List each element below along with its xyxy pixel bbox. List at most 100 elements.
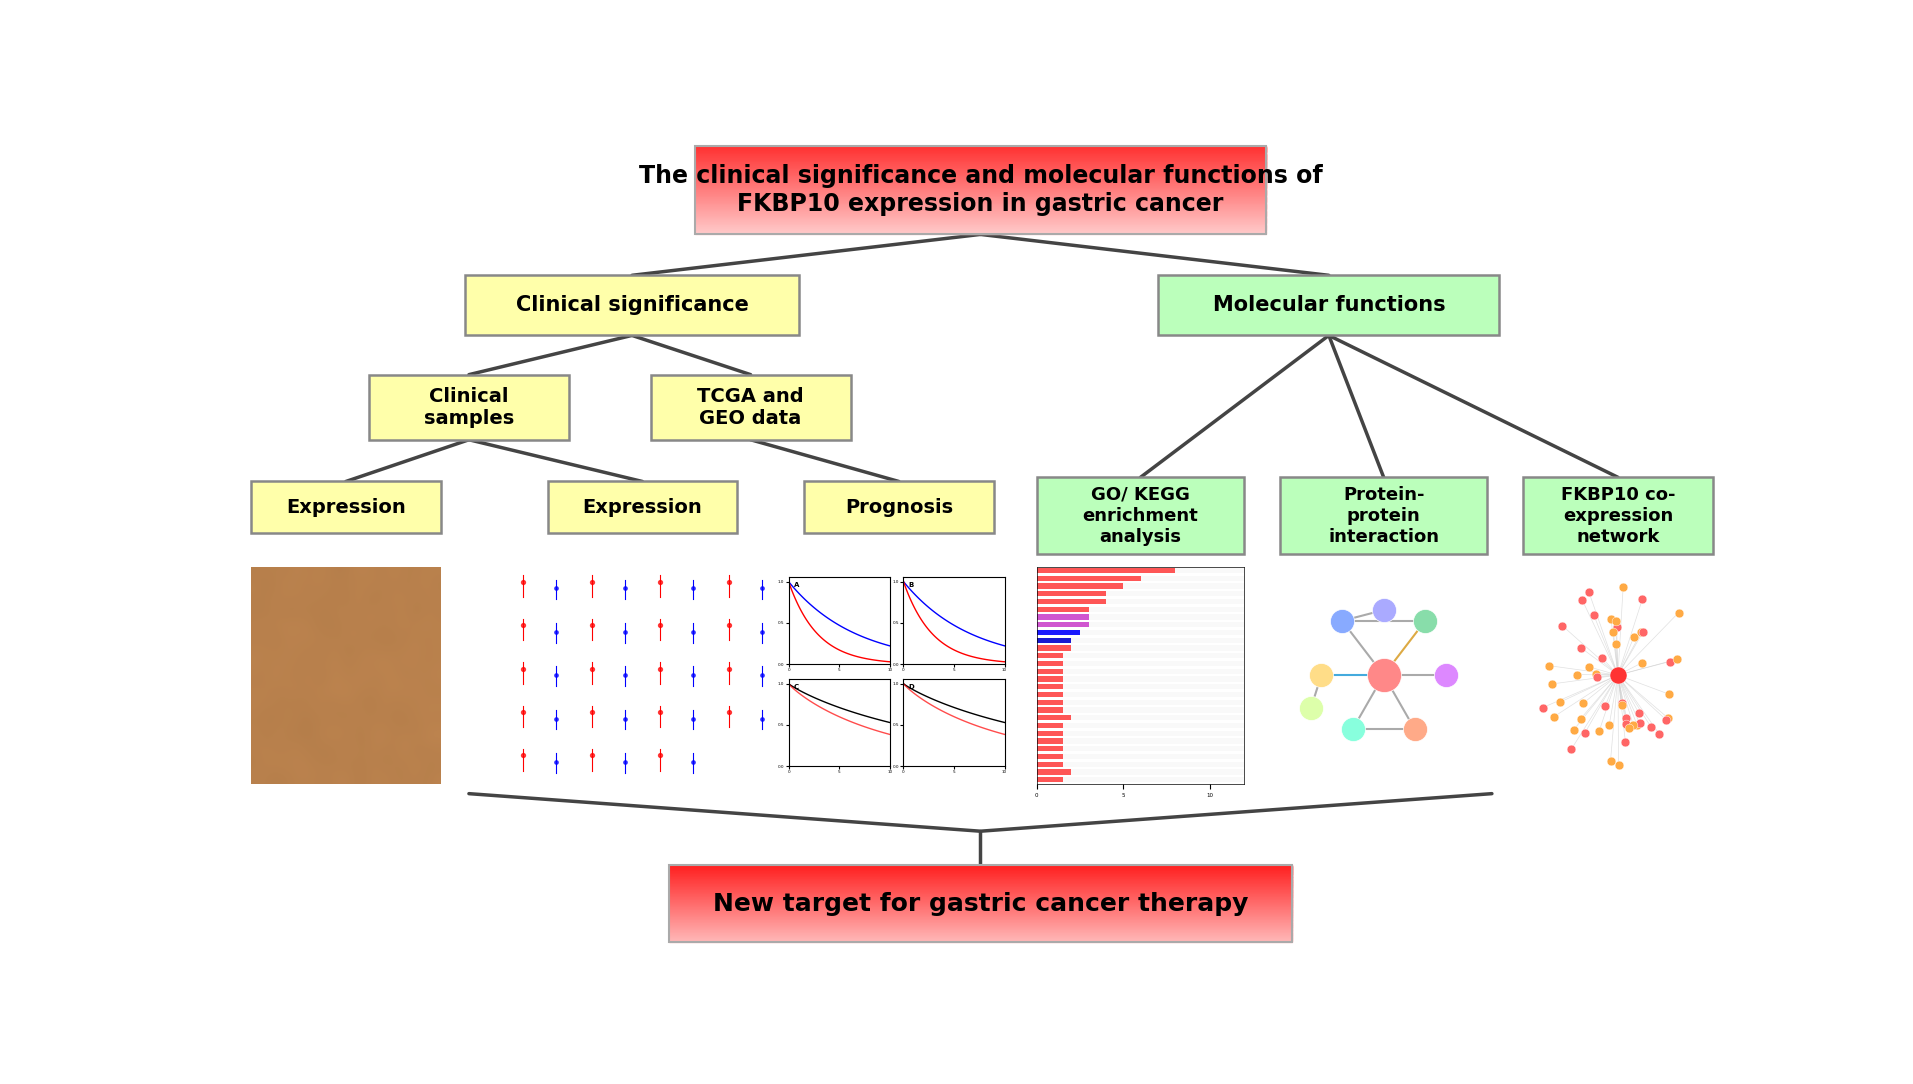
Point bbox=[677, 753, 708, 771]
Bar bbox=[670, 904, 1291, 905]
Bar bbox=[694, 231, 1266, 232]
Point bbox=[1611, 734, 1641, 751]
Bar bbox=[694, 175, 1266, 177]
Bar bbox=[694, 177, 1266, 178]
Bar bbox=[1037, 653, 1064, 658]
Bar bbox=[1037, 777, 1243, 783]
Bar bbox=[670, 896, 1291, 898]
Bar bbox=[694, 190, 1266, 191]
Bar bbox=[670, 868, 1291, 870]
Bar bbox=[670, 906, 1291, 907]
Bar bbox=[670, 867, 1291, 868]
Bar bbox=[1037, 770, 1243, 775]
Point bbox=[1527, 699, 1557, 717]
Bar bbox=[694, 205, 1266, 206]
Bar bbox=[694, 176, 1266, 177]
Bar bbox=[694, 207, 1266, 208]
Point bbox=[1613, 719, 1643, 736]
Point bbox=[1534, 657, 1565, 674]
Bar bbox=[694, 194, 1266, 195]
Point bbox=[1603, 667, 1634, 684]
Bar bbox=[670, 881, 1291, 882]
Point bbox=[1651, 711, 1682, 728]
Bar bbox=[1037, 622, 1088, 628]
Point bbox=[541, 580, 572, 597]
Point bbox=[1400, 721, 1431, 738]
Bar bbox=[694, 196, 1266, 198]
Bar bbox=[670, 888, 1291, 889]
Bar bbox=[670, 909, 1291, 911]
Bar bbox=[694, 203, 1266, 204]
Bar bbox=[670, 870, 1291, 872]
Bar bbox=[694, 162, 1266, 163]
Bar bbox=[670, 891, 1291, 892]
Bar bbox=[1037, 715, 1243, 721]
Point bbox=[1574, 658, 1605, 675]
Bar bbox=[670, 868, 1291, 869]
Point bbox=[507, 660, 538, 678]
Bar bbox=[694, 189, 1266, 190]
Point bbox=[1368, 667, 1398, 684]
Bar bbox=[1037, 661, 1064, 667]
Bar bbox=[694, 223, 1266, 224]
Bar bbox=[670, 879, 1291, 880]
Bar bbox=[670, 929, 1291, 931]
Bar bbox=[670, 874, 1291, 875]
Bar bbox=[694, 214, 1266, 215]
Bar bbox=[1037, 653, 1243, 658]
Bar bbox=[670, 919, 1291, 920]
Bar bbox=[670, 937, 1291, 938]
Bar bbox=[465, 275, 800, 335]
Point bbox=[677, 710, 708, 727]
Bar bbox=[694, 224, 1266, 227]
Bar bbox=[670, 876, 1291, 878]
Bar bbox=[1037, 676, 1064, 682]
Point bbox=[1626, 654, 1657, 671]
Point bbox=[1544, 694, 1574, 711]
Bar bbox=[670, 916, 1291, 917]
Bar bbox=[1037, 676, 1243, 682]
Bar bbox=[670, 928, 1291, 929]
Bar bbox=[670, 908, 1291, 909]
Point bbox=[677, 580, 708, 597]
Bar bbox=[694, 155, 1266, 157]
Bar bbox=[694, 209, 1266, 211]
Point bbox=[746, 580, 777, 597]
Bar bbox=[670, 901, 1291, 902]
Point bbox=[1588, 649, 1618, 667]
Point bbox=[1567, 592, 1597, 609]
Point bbox=[1295, 699, 1326, 717]
Bar bbox=[670, 934, 1291, 937]
Bar bbox=[1037, 753, 1064, 759]
Point bbox=[1584, 722, 1615, 739]
Bar bbox=[670, 877, 1291, 878]
Bar bbox=[1037, 576, 1243, 581]
Bar bbox=[694, 153, 1266, 154]
Bar bbox=[1037, 630, 1243, 635]
Bar bbox=[1037, 669, 1243, 674]
Bar bbox=[670, 879, 1291, 881]
Bar bbox=[694, 149, 1266, 150]
Bar bbox=[694, 229, 1266, 231]
Bar bbox=[670, 878, 1291, 879]
Text: Expression: Expression bbox=[583, 498, 702, 517]
Point bbox=[1603, 756, 1634, 773]
Bar bbox=[694, 154, 1266, 155]
Text: Prognosis: Prognosis bbox=[846, 498, 953, 517]
Bar bbox=[670, 913, 1291, 914]
Bar bbox=[694, 178, 1266, 179]
Point bbox=[1594, 717, 1624, 734]
Bar bbox=[694, 170, 1266, 171]
Bar bbox=[670, 899, 1291, 900]
Bar bbox=[1037, 591, 1243, 596]
Point bbox=[1601, 635, 1632, 653]
Point bbox=[1662, 604, 1693, 621]
Bar bbox=[694, 214, 1266, 216]
Bar bbox=[694, 186, 1266, 188]
Point bbox=[576, 617, 606, 634]
Point bbox=[1607, 697, 1638, 714]
Bar bbox=[694, 211, 1266, 212]
Bar bbox=[694, 228, 1266, 230]
Bar bbox=[694, 179, 1266, 181]
Point bbox=[645, 573, 675, 591]
